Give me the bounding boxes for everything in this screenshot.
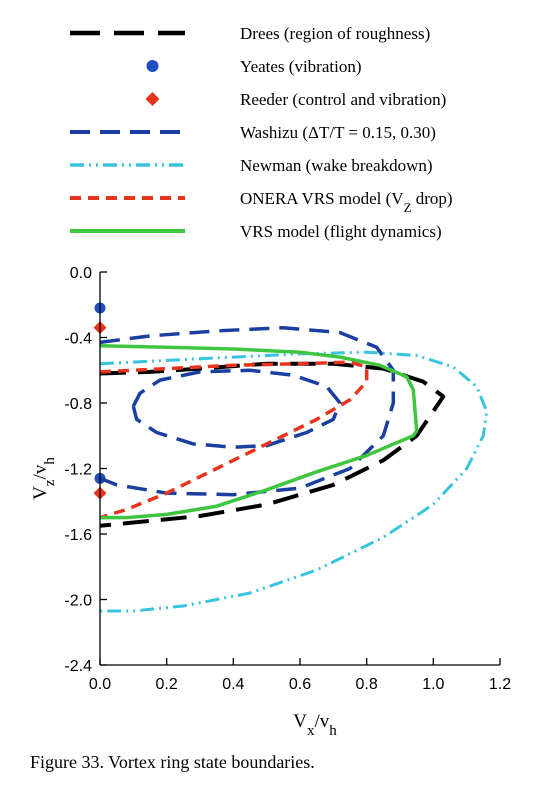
x-tick-label: 0.2 [156,676,178,693]
y-tick-label: -1.6 [64,527,92,544]
legend-label: VRS model (flight dynamics) [240,222,442,241]
x-tick-label: 0.0 [89,676,111,693]
series-5 [99,360,369,520]
legend-label: Yeates (vibration) [240,57,362,76]
series-line [99,325,396,497]
legend-item: Reeder (control and vibration) [145,90,446,109]
x-tick-label: 1.0 [422,676,444,693]
y-tick-label: -0.4 [64,331,92,348]
series-3 [99,325,396,497]
legend-label: Drees (region of roughness) [240,24,430,43]
legend-marker [146,60,159,72]
legend-item: Drees (region of roughness) [70,24,430,43]
series-line [99,360,369,520]
series-line [99,343,419,520]
legend-label: Washizu (ΔT/T = 0.15, 0.30) [240,123,436,142]
y-tick-label: -2.4 [64,658,92,675]
plot-area [93,302,489,613]
legend-item: VRS model (flight dynamics) [70,222,442,241]
y-tick-label: -1.2 [64,462,92,479]
x-tick-label: 0.6 [289,676,311,693]
y-axis-label: Vz/vh [30,457,58,500]
legend-marker [145,92,160,106]
x-tick-label: 1.2 [489,676,511,693]
legend-item: Newman (wake breakdown) [70,156,433,175]
x-tick-label: 0.8 [356,676,378,693]
series-line [99,350,489,613]
x-axis-label: Vx/vh [293,711,337,739]
y-tick-label: -2.0 [64,593,92,610]
legend-label: Newman (wake breakdown) [240,156,433,175]
series-4 [99,350,489,613]
figure-caption: Figure 33. Vortex ring state boundaries. [30,752,315,772]
series-line [131,368,342,449]
series-6 [99,343,419,520]
y-tick-label: -0.8 [64,396,92,413]
legend-item: Washizu (ΔT/T = 0.15, 0.30) [70,123,436,142]
x-tick-label: 0.4 [222,676,244,693]
axes: 0.0 0.2 0.4 0.6 0.8 1.0 1.2 0.0 -0.4 -0.8 -1.2 -1.6… [30,265,511,739]
legend: Drees (region of roughness) Yeates (vibra… [70,24,453,241]
legend-label: Reeder (control and vibration) [240,90,446,109]
legend-item: ONERA VRS model (VZ drop) [70,189,453,215]
legend-label: ONERA VRS model (VZ drop) [240,189,453,215]
y-tick-label: 0.0 [70,265,92,282]
legend-item: Yeates (vibration) [146,57,362,76]
